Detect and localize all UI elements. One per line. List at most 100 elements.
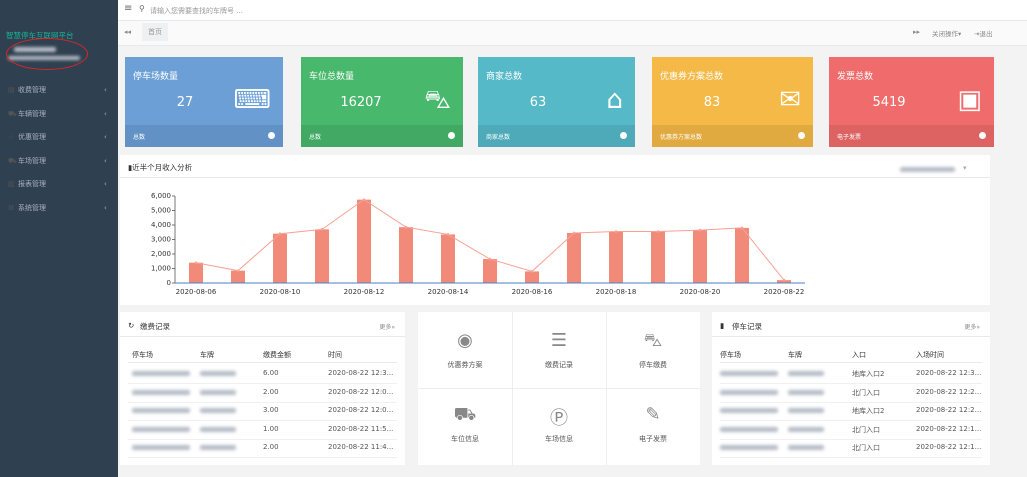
stat-card[interactable]: 车位总数量 16207 ⛍ 总数 [301,57,463,147]
table-cell: 北门入口 [852,444,880,452]
blurred-text [720,371,778,376]
table-cell: 6.00 [263,369,279,377]
card-more[interactable] [268,132,275,139]
row-divider [720,438,982,440]
divider [128,362,397,363]
card-icon: ⌂ [606,85,623,115]
row-divider [128,383,397,384]
card-more[interactable] [798,132,805,139]
y-tick-label: 0 [167,279,171,287]
table-header: 车牌 [200,351,214,359]
table-cell: 北门入口 [852,388,880,397]
tab-next[interactable]: ▸▸ [913,28,921,36]
stat-card[interactable]: 停车场数量 27 ⌨ 总数 [125,57,283,147]
stat-card[interactable]: 商家总数 63 ⌂ 商家总数 [478,57,635,147]
blurred-text [132,445,190,450]
search-input[interactable]: 请输入您需要查找的车牌号 ... [150,7,243,15]
shortcuts-panel: ◉ 优惠券方案 ☰ 缴费记录 ⛍ 停车缴费 ⛟ 车位信息 Ⓟ 车场信息 ✎ 电子发票 [418,312,700,465]
close-ops-label: 关闭操作 [932,30,958,38]
card-footer: 总数 [301,125,463,147]
blurred-text [720,445,778,450]
menu-caret: ‹ [104,86,107,94]
bar [567,232,581,283]
table-cell: 2020-08-22 12:1... [916,443,982,451]
card-value: 5419 [872,95,906,110]
topbar: ≡ ⚲ 请输入您需要查找的车牌号 ... [118,0,1027,21]
y-tick-label: 5,000 [151,207,171,215]
chart-title-text: 近半个月收入分析 [132,162,192,172]
shortcut[interactable]: ⛟ 车位信息 [420,398,510,458]
card-value: 63 [529,95,547,110]
x-tick-label: 2020-08-12 [344,288,385,296]
card-icon: ▣ [957,85,982,115]
table-cell: 2020-08-22 12:2... [916,406,982,414]
parking-panel: ▮ 停车记录 更多» 停车场 车牌 入口 入场时间 地库入口2 2020-08-22 12:3… [712,312,990,465]
menu-item[interactable]: ▥ 报表管理 ‹ [0,175,118,193]
card-more[interactable] [620,132,627,139]
blurred-text [788,445,824,450]
annotation-circle [6,38,88,70]
more-link[interactable]: 更多» [964,324,980,331]
shortcut[interactable]: Ⓟ 车场信息 [514,398,604,458]
menu-caret: ‹ [104,109,107,118]
table-header: 缴费金额 [263,351,291,359]
shortcut-label: 车位信息 [451,435,479,443]
trend-point [572,231,576,235]
close-ops[interactable]: 关闭操作▾ [932,30,962,38]
card-more[interactable] [448,132,455,139]
blurred-text [200,371,236,376]
table-header: 入场时间 [916,351,944,359]
table-cell: 2020-08-22 12:2... [916,387,982,396]
table-cell: 2020-08-22 12:3... [328,369,394,377]
tab[interactable]: 首页 [142,23,168,41]
menu-item[interactable]: ⚙ 系统管理 ‹ [0,199,118,217]
trend-point [446,233,450,236]
trend-point [236,269,240,272]
trend-point [320,228,324,231]
card-more[interactable] [979,132,986,139]
y-tick-label: 1,000 [151,265,171,273]
menu-label: 优惠管理 [18,133,46,141]
shortcut[interactable]: ⛍ 停车缴费 [608,324,698,384]
shortcut[interactable]: ☰ 缴费记录 [514,324,604,384]
bar [609,231,623,283]
blurred-text [200,408,236,413]
panel-title: ↻ [128,321,135,330]
blurred-text [900,167,955,172]
menu-item[interactable]: ▤ 收费管理 ‹ [0,81,118,99]
more-link[interactable]: 更多» [379,324,395,331]
row-divider [720,457,982,458]
x-tick-label: 2020-08-06 [176,288,217,296]
search-icon: ⚲ [139,4,145,13]
shortcut[interactable]: ✎ 电子发票 [608,398,698,458]
bar [273,233,287,283]
divider [720,362,982,363]
stat-card[interactable]: 优惠券方案总数 83 ✉ 优惠券方案总数 [652,57,813,147]
table-cell: 地库入口2 [852,407,885,415]
shortcut[interactable]: ◉ 优惠券方案 [420,324,510,384]
logout-label: 退出 [979,30,993,38]
divider [606,312,607,465]
shortcut-icon: Ⓟ [550,408,568,429]
menu-item[interactable]: ⛟ 车辆管理 ‹ [0,105,118,123]
logout[interactable]: ⇥退出 [974,30,993,38]
row-divider [720,383,982,384]
row-divider [128,401,397,403]
tab-prev[interactable]: ◂◂ [124,28,132,36]
divider [512,312,513,465]
menu-item[interactable]: ⛟ 车场管理 ‹ [0,152,118,170]
blurred-text [788,426,824,432]
table-cell: 2020-08-22 12:1... [916,424,982,433]
menu-item[interactable]: ♧ 优惠管理 ‹ [0,128,118,146]
dropdown-caret[interactable]: ▾ [963,164,967,172]
stat-card[interactable]: 发票总数 5419 ▣ 电子发票 [829,57,994,147]
shortcut-label: 缴费记录 [545,361,573,369]
blurred-text [788,389,824,395]
x-tick-label: 2020-08-16 [512,288,553,296]
card-title: 优惠券方案总数 [660,72,724,82]
bar [357,199,371,283]
row-divider [128,420,397,421]
table-cell: 1.00 [263,424,279,433]
menu-toggle[interactable]: ≡ [124,3,133,14]
card-value: 27 [176,95,194,110]
